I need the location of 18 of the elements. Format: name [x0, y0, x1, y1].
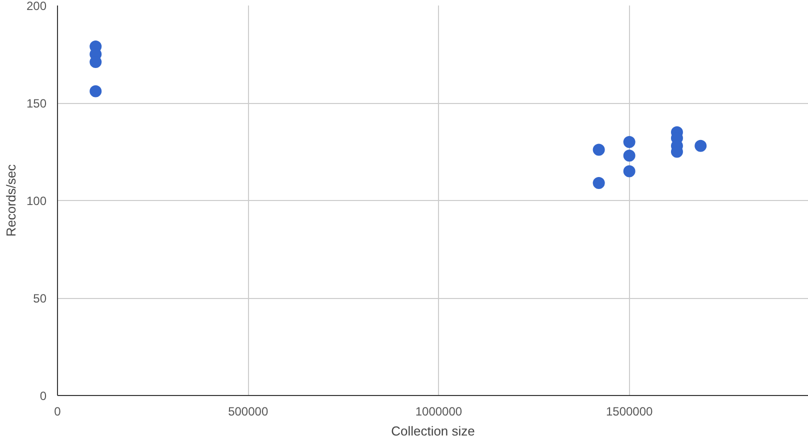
y-tick-label: 0 — [40, 389, 47, 403]
x-tick-label: 0 — [54, 404, 62, 418]
y-axis-title: Records/sec — [3, 164, 18, 237]
point — [623, 136, 636, 148]
point — [623, 165, 636, 178]
x-axis-title: Collection size — [391, 424, 475, 438]
point — [592, 176, 605, 189]
point — [694, 140, 707, 152]
y-tick-label: 200 — [26, 0, 47, 13]
y-tick-label: 100 — [26, 194, 47, 208]
x-tick-label: 500000 — [228, 404, 268, 418]
point — [623, 150, 636, 162]
x-tick-label: 1500000 — [606, 404, 654, 418]
y-tick-label: 150 — [26, 96, 47, 110]
x-tick-label: 1000000 — [415, 404, 462, 418]
point — [90, 85, 102, 98]
y-tick-label: 50 — [33, 292, 47, 306]
point — [592, 144, 605, 156]
